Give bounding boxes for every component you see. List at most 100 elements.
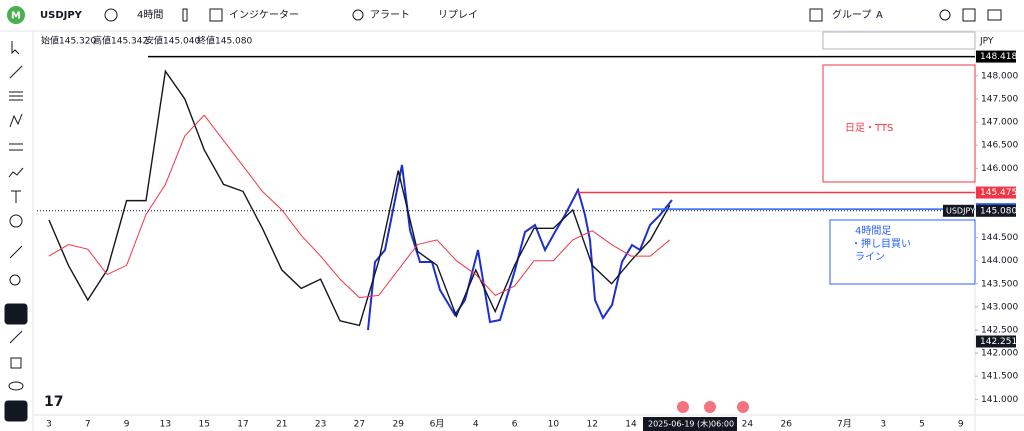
toolbar (0, 0, 1024, 31)
group[interactable]: グループ (832, 8, 871, 21)
cursor-tool[interactable] (11, 41, 20, 55)
visibility-tool[interactable] (8, 381, 24, 391)
y-tick-label: 147.500 (981, 94, 1018, 104)
ohlc-header: 始値145.320 高値145.342 安値145.040 終値145.080 (41, 35, 252, 47)
y-tick-label: 143.000 (981, 302, 1018, 312)
ohlc-high: 高値145.342 (93, 35, 148, 47)
x-tick-label: 5 (919, 420, 925, 430)
y-tick-label: 144.500 (981, 233, 1018, 243)
group-mode[interactable]: A (876, 10, 883, 21)
crosshair-date-bg (643, 417, 737, 431)
snapshot[interactable] (987, 9, 1002, 21)
price-label: 148.418 (980, 52, 1017, 62)
y-tick-label: 146.000 (981, 164, 1018, 174)
y-tick-label: 143.500 (981, 279, 1018, 289)
daily-label: 日足・TTS (845, 122, 893, 134)
delete-tool[interactable] (4, 400, 28, 422)
x-tick-label: 6 (512, 420, 518, 430)
chart-type[interactable] (182, 8, 188, 22)
price-label-bg (976, 204, 1016, 217)
price-tag: USDJPY (946, 206, 975, 215)
x-tick-label: 14 (625, 420, 637, 430)
drawing-tools (4, 41, 28, 422)
add-symbol[interactable] (104, 8, 118, 22)
y-tick-label: 141.000 (981, 395, 1018, 405)
ohlc-low: 安値145.040 (145, 35, 200, 47)
y-tick-label: 144.000 (981, 256, 1018, 266)
y-tick-label: 142.000 (981, 349, 1018, 359)
magnet-tool[interactable] (4, 303, 28, 325)
x-tick-label: 26 (780, 420, 792, 430)
event-icon[interactable] (737, 401, 749, 413)
h4-box (829, 219, 976, 285)
x-tick-label: 13 (160, 420, 171, 430)
prediction-tool[interactable] (9, 143, 23, 151)
x-tick-label: 29 (392, 420, 404, 430)
pattern-tool[interactable] (9, 113, 23, 128)
brush-tool[interactable] (8, 167, 24, 178)
h4-label: ライン (855, 251, 885, 263)
x-tick-label: 9 (958, 420, 964, 430)
ohlc-close: 終値145.080 (197, 35, 252, 47)
x-tick-label: 15 (198, 420, 209, 430)
price-label-bg (976, 335, 1016, 348)
zoom-tool[interactable] (9, 274, 21, 286)
replay[interactable]: リプレイ (438, 9, 478, 21)
avatar[interactable] (7, 6, 25, 24)
interval[interactable]: 4時間 (137, 9, 163, 21)
price-label: 142.251 (980, 337, 1017, 347)
x-tick-label: 10 (548, 420, 560, 430)
h4-label: ・押し目買い (851, 237, 911, 250)
x-tick-label: 3 (46, 420, 52, 430)
price-label-bg (976, 186, 1016, 199)
daily-box (822, 64, 976, 183)
x-tick-label: 21 (276, 420, 287, 430)
price-line (48, 69, 671, 327)
text-tool[interactable] (11, 190, 21, 203)
x-tick-label: 4 (473, 420, 479, 430)
icon-tool[interactable] (9, 214, 23, 228)
x-tick-label: 24 (742, 420, 754, 430)
price-label-bg (976, 50, 1016, 63)
fib-tool[interactable] (9, 91, 23, 101)
x-tick-label: 17 (237, 420, 248, 430)
alert[interactable]: アラート (370, 9, 410, 21)
x-tick-label: 6月 (430, 419, 445, 430)
measure-tool[interactable] (9, 245, 23, 259)
lock-drawings[interactable] (9, 330, 23, 344)
layout-icon[interactable] (809, 8, 823, 22)
y-tick-label: 147.000 (981, 118, 1018, 128)
price-label: 145.475 (980, 188, 1017, 198)
freehand-drawing (367, 164, 673, 331)
x-tick-label: 27 (354, 420, 365, 430)
axis-unit: JPY (979, 37, 994, 47)
ohlc-open: 始値145.320 (41, 35, 96, 47)
price-label: 145.080 (980, 206, 1017, 216)
y-tick-label: 146.500 (981, 141, 1018, 151)
event-icon[interactable] (704, 401, 716, 413)
x-tick-label: 23 (315, 420, 326, 430)
trend-tool[interactable] (9, 65, 23, 79)
x-tick-label: 3 (880, 420, 886, 430)
avatar-letter: M (11, 11, 21, 22)
tag-bg (943, 204, 974, 217)
event-icon[interactable] (677, 401, 689, 413)
y-tick-label: 142.500 (981, 325, 1018, 335)
crosshair-date: 2025-06-19 (木) (648, 419, 711, 429)
price-line (48, 114, 671, 299)
alert-icon (352, 9, 364, 21)
box (822, 31, 976, 50)
settings[interactable] (939, 9, 951, 21)
crosshair-time: 06:00 (711, 420, 734, 429)
h4-label: 4時間足 (855, 225, 891, 237)
lock-tool[interactable] (10, 357, 22, 369)
indicators[interactable]: インジケーター (229, 9, 299, 21)
x-tick-label: 12 (586, 420, 597, 430)
fullscreen[interactable] (962, 8, 976, 22)
y-tick-label: 141.500 (981, 372, 1018, 382)
y-tick-label: 148.000 (981, 71, 1018, 81)
x-tick-label: 9 (124, 420, 130, 430)
symbol[interactable]: USDJPY (40, 10, 83, 21)
